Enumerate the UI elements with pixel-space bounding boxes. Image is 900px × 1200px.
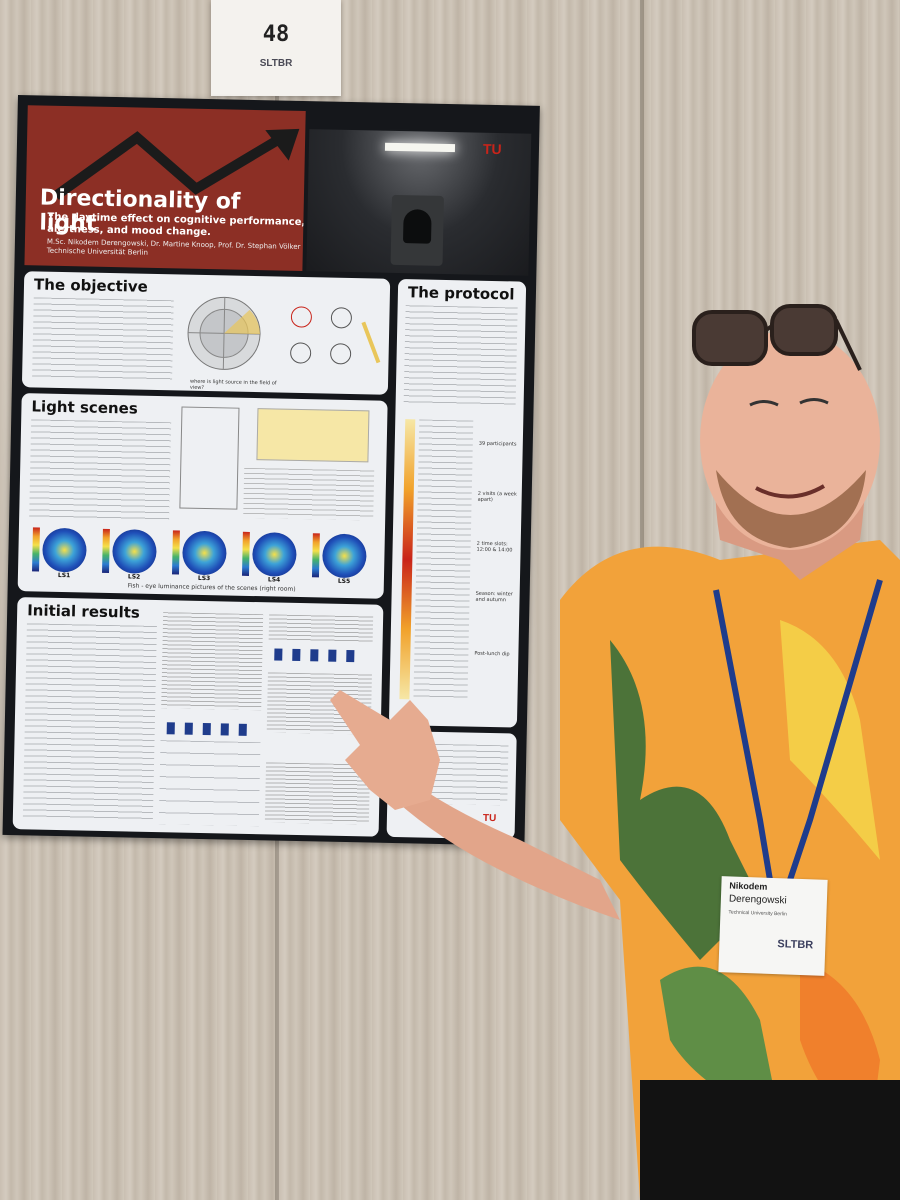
rising-arrow-icon [52, 128, 300, 200]
beard [716, 470, 866, 548]
pointing-hand [330, 690, 440, 810]
board-logo: SLTBR [259, 58, 293, 69]
initial-results-panel: Initial results [12, 597, 384, 837]
sunglasses-icon [692, 304, 862, 371]
objective-panel: The objective where is light source in t… [21, 271, 391, 395]
presenter-arm [395, 780, 620, 920]
board-number-card: 48 SLTBR [211, 0, 341, 96]
head-icons [290, 306, 381, 365]
name-badge: Nikodem Derengowski Technical University… [718, 876, 828, 976]
poster-header: Directionality of light The daytime effe… [24, 105, 306, 271]
presenter-face [700, 330, 880, 550]
boxplot-strip [166, 722, 247, 736]
trousers [640, 1080, 900, 1200]
boxplot-strip [274, 648, 355, 663]
poster: Directionality of light The daytime effe… [2, 95, 540, 846]
badge-affiliation: Technical University Berlin [728, 909, 787, 918]
badge-last-name: Derengowski [728, 893, 787, 907]
badge-organization: SLTBR [777, 938, 814, 952]
board-number: 48 [262, 22, 290, 47]
lanyard [713, 589, 773, 881]
field-of-view-diagram-icon [187, 296, 261, 370]
badge-first-name: Nikodem [729, 880, 768, 892]
